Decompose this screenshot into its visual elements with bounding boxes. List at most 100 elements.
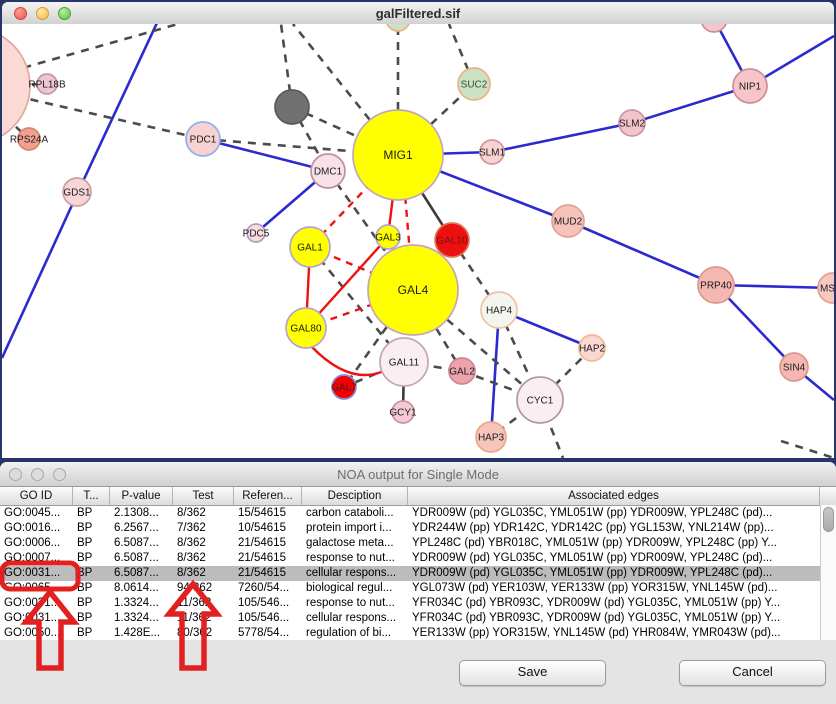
- node-gal10[interactable]: [434, 222, 470, 258]
- node-gal11[interactable]: [379, 337, 429, 387]
- network-edge: [202, 137, 399, 157]
- table-row[interactable]: GO:0050... BP 1.428E... 80/362 5778/54... reg…: [0, 626, 836, 641]
- table-cell-go-id: GO:0031...: [4, 612, 61, 624]
- node-gal4[interactable]: [367, 244, 459, 336]
- table-row[interactable]: GO:0007... BP 6.5087... 8/362 21/54615 respon…: [0, 551, 836, 566]
- node-prp40[interactable]: [697, 266, 735, 304]
- table-cell-description: galactose meta...: [306, 537, 394, 549]
- table-cell-p-value: 6.5087...: [114, 537, 159, 549]
- node-gal80[interactable]: [285, 307, 327, 349]
- network-edge: [412, 289, 541, 401]
- node-gal3[interactable]: [375, 224, 401, 250]
- column-header-go-id[interactable]: GO ID: [0, 487, 73, 505]
- node-pdc1[interactable]: [185, 121, 221, 157]
- node-mud2[interactable]: [551, 204, 585, 238]
- table-row[interactable]: GO:0031... BP 1.3324... 11/362 105/546... res…: [0, 596, 836, 611]
- table-row[interactable]: GO:0016... BP 6.2567... 7/362 10/54615 protei…: [0, 521, 836, 536]
- table-cell-go-id: GO:0031...: [4, 597, 61, 609]
- table-cell-reference: 21/54615: [238, 537, 286, 549]
- column-header-type[interactable]: T...: [73, 487, 110, 505]
- node-mig1[interactable]: [352, 109, 444, 201]
- node-gds1[interactable]: [62, 177, 92, 207]
- window-title: galFiltered.sif: [375, 5, 461, 21]
- node-hap4[interactable]: [480, 291, 518, 329]
- network-edge: [76, 24, 158, 193]
- column-header-test[interactable]: Test: [173, 487, 234, 505]
- save-button[interactable]: Save: [459, 660, 606, 686]
- table-header-row: GO ID T... P-value Test Referen... Desciption…: [0, 487, 836, 506]
- node-hap2[interactable]: [578, 334, 606, 362]
- node-rpl18b[interactable]: [36, 73, 58, 95]
- table-cell-test: 80/362: [177, 627, 213, 639]
- table-cell-p-value: 8.0614...: [114, 582, 159, 594]
- table-cell-p-value: 2.1308...: [114, 507, 159, 519]
- node-gal7[interactable]: [331, 374, 357, 400]
- node-sin4[interactable]: [779, 352, 809, 382]
- node-dmc1[interactable]: [310, 153, 346, 189]
- node-label-slm1: SLM1: [479, 148, 506, 159]
- node-gcy1[interactable]: [391, 400, 415, 424]
- minimize-button[interactable]: [36, 6, 49, 20]
- table-cell-associated-edges: YFR034C (pd) YBR093C, YDR009W (pd) YGL03…: [412, 597, 781, 609]
- column-header-associated-edges[interactable]: Associated edges: [408, 487, 820, 505]
- table-cell-p-value: 1.3324...: [114, 612, 159, 624]
- node-slm2[interactable]: [618, 109, 646, 137]
- table-row[interactable]: GO:0045... BP 2.1308... 8/362 15/54615 carbon…: [0, 506, 836, 521]
- table-cell-description: carbon cataboli...: [306, 507, 394, 519]
- network-edge: [715, 283, 834, 290]
- node-large-pink[interactable]: [2, 28, 31, 144]
- node-label-mig1: MIG1: [383, 148, 413, 162]
- close-button-inactive[interactable]: [9, 467, 22, 481]
- column-header-p-value[interactable]: P-value: [110, 487, 173, 505]
- network-edge: [309, 154, 399, 248]
- node-gal1[interactable]: [289, 226, 331, 268]
- minimize-button-inactive[interactable]: [31, 467, 44, 481]
- network-edge: [291, 24, 400, 156]
- node-label-pdc1: PDC1: [190, 135, 217, 146]
- network-graph: RPL18B RPS24A GDS1 PDC1 DMC1 MIG1 SUC2 SLM1 SLM2…: [2, 24, 834, 458]
- table-cell-reference: 21/54615: [238, 567, 286, 579]
- node-dark-gray[interactable]: [274, 89, 310, 125]
- table-cell-type: BP: [77, 612, 93, 624]
- node-cyc1[interactable]: [516, 376, 564, 424]
- network-edge: [311, 346, 389, 377]
- vertical-scrollbar[interactable]: [820, 505, 836, 640]
- node-rps24a[interactable]: [17, 127, 41, 151]
- table-cell-description: cellular respons...: [306, 612, 397, 624]
- network-edge: [780, 439, 834, 458]
- node-msl1[interactable]: [817, 272, 834, 304]
- node-suc2[interactable]: [457, 67, 491, 101]
- network-canvas[interactable]: RPL18B RPS24A GDS1 PDC1 DMC1 MIG1 SUC2 SLM1 SLM2…: [2, 24, 834, 458]
- network-window: galFiltered.sif RPL18B RPS24A GDS1 PDC1 DMC1…: [2, 2, 834, 458]
- node-label-rpl18b: RPL18B: [28, 80, 66, 91]
- table-cell-description: cellular respons...: [306, 567, 397, 579]
- table-cell-test: 8/362: [177, 537, 206, 549]
- node-gal2[interactable]: [448, 357, 476, 385]
- node-slm1[interactable]: [479, 139, 505, 165]
- node-green-clipped[interactable]: [386, 24, 410, 32]
- table-cell-associated-edges: YGL073W (pd) YER103W, YER133W (pp) YOR31…: [412, 582, 778, 594]
- zoom-button-inactive[interactable]: [53, 467, 66, 481]
- table-cell-p-value: 6.5087...: [114, 552, 159, 564]
- node-pdc5[interactable]: [246, 223, 266, 243]
- table-cell-type: BP: [77, 522, 93, 534]
- table-row[interactable]: GO:0006... BP 6.5087... 8/362 21/54615 galact…: [0, 536, 836, 551]
- node-label-hap3: HAP3: [478, 433, 505, 444]
- cancel-button[interactable]: Cancel: [679, 660, 826, 686]
- column-header-reference[interactable]: Referen...: [234, 487, 302, 505]
- node-hap3[interactable]: [475, 421, 507, 453]
- node-pink-clipped[interactable]: [701, 24, 727, 33]
- node-nip1[interactable]: [732, 68, 768, 104]
- column-header-description[interactable]: Desciption: [302, 487, 408, 505]
- table-cell-associated-edges: YFR034C (pd) YBR093C, YDR009W (pd) YGL03…: [412, 612, 781, 624]
- zoom-button[interactable]: [58, 6, 71, 20]
- scrollbar-thumb[interactable]: [823, 507, 834, 532]
- table-row[interactable]: GO:0065... BP 8.0614... 94/362 7260/54... bio…: [0, 581, 836, 596]
- node-label-slm2: SLM2: [619, 119, 646, 130]
- close-button[interactable]: [14, 6, 27, 20]
- table-cell-description: biological regul...: [306, 582, 393, 594]
- node-label-nip1: NIP1: [739, 82, 762, 93]
- table-row[interactable]: GO:0031... BP 1.3324... 11/362 105/546... cel…: [0, 611, 836, 626]
- table-row[interactable]: GO:0031... BP 6.5087... 8/362 21/54615 cellul…: [0, 566, 836, 581]
- table-cell-test: 8/362: [177, 507, 206, 519]
